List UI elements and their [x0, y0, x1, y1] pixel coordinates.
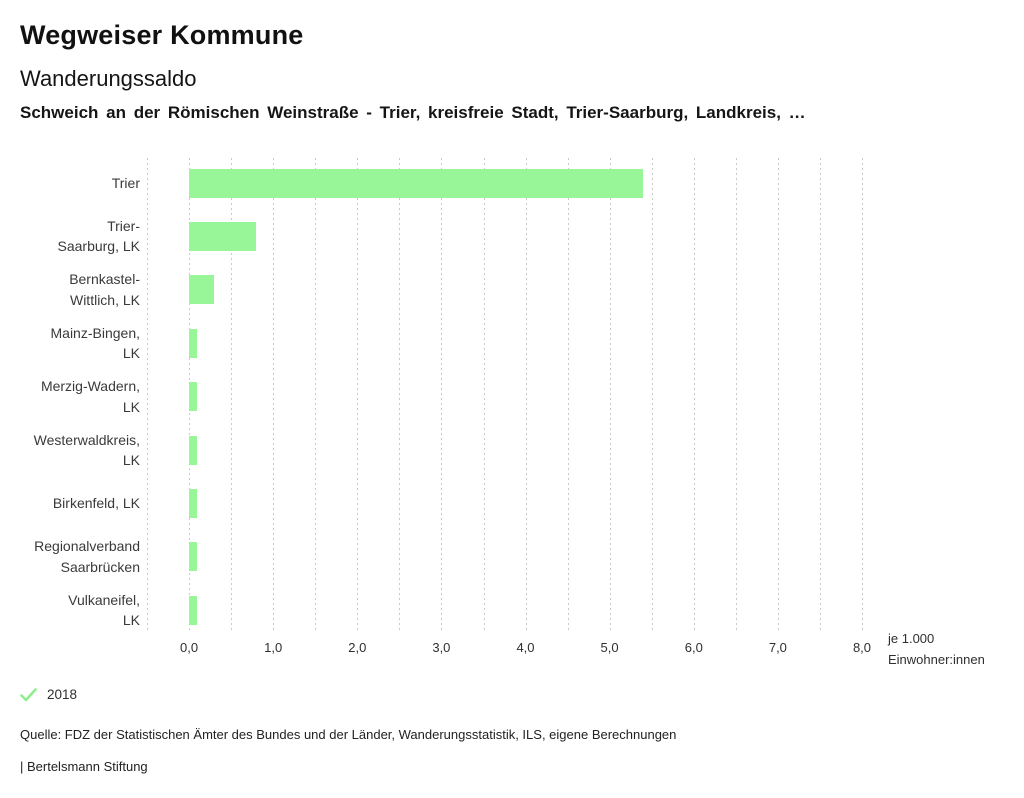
- category-label-merzig-wadern-lk: Merzig-Wadern, LK: [0, 376, 140, 417]
- category-label-line: Saarburg, LK: [57, 238, 141, 255]
- category-label-line: Merzig-Wadern,: [40, 378, 140, 395]
- category-label-line: LK: [122, 452, 140, 468]
- x-tick-label-4-0: 4,0: [516, 640, 535, 655]
- category-label-vulkaneifel-lk: Vulkaneifel, LK: [0, 590, 140, 631]
- category-label-trier-saarburg-lk: Trier- Saarburg, LK: [0, 216, 141, 257]
- category-label-line: Wittlich, LK: [69, 291, 140, 308]
- bar-regionalverband-saarbr-cken[interactable]: [189, 542, 198, 572]
- x-tick-label-2-0: 2,0: [348, 640, 367, 655]
- x-tick-label-6-0: 6,0: [684, 640, 703, 655]
- category-label-line: Trier-: [107, 217, 140, 234]
- bar-birkenfeld-lk[interactable]: [189, 488, 198, 518]
- bar-mainz-bingen-lk[interactable]: [189, 328, 198, 358]
- legend-item-2018[interactable]: 2018: [20, 687, 77, 702]
- gridline: [693, 158, 695, 633]
- category-label-westerwaldkreis-lk: Westerwaldkreis, LK: [0, 430, 140, 471]
- category-label-line: LK: [122, 612, 140, 629]
- x-axis-unit-label: je 1.000 Einwohner:innen: [888, 628, 985, 670]
- x-axis-unit-line1: je 1.000: [888, 631, 935, 646]
- x-axis-unit-line2: Einwohner:innen: [888, 652, 985, 667]
- category-label-line: Regionalverband: [34, 538, 140, 555]
- chart-description: Schweich an der Römischen Weinstraße - T…: [20, 103, 806, 122]
- source-text: Quelle: FDZ der Statistischen Ämter des …: [20, 727, 677, 742]
- category-label-line: Westerwaldkreis,: [33, 431, 140, 448]
- category-label-regionalverband-saarbr-cken: Regionalverband Saarbrücken: [0, 536, 140, 577]
- gridline: [357, 158, 359, 633]
- x-tick-label-8-0: 8,0: [852, 640, 872, 655]
- gridline: [609, 158, 611, 633]
- gridline: [231, 158, 233, 633]
- page-title: Wegweiser Kommune: [20, 20, 304, 50]
- gridline: [819, 158, 821, 633]
- category-label-line: Bernkastel-: [69, 271, 140, 288]
- bar-bernkastel-wittlich-lk[interactable]: [189, 275, 215, 305]
- category-label-birkenfeld-lk: Birkenfeld, LK: [0, 493, 140, 514]
- gridline: [651, 158, 653, 633]
- category-label-line: Saarbrücken: [60, 558, 140, 575]
- x-tick-label-3-0: 3,0: [432, 640, 451, 655]
- gridline: [399, 158, 401, 633]
- category-label-line: LK: [122, 345, 140, 362]
- gridline: [735, 158, 737, 633]
- gridline: [777, 158, 779, 633]
- gridline: [441, 158, 443, 633]
- branding-text: | Bertelsmann Stiftung: [20, 759, 148, 774]
- gridline: [862, 158, 863, 633]
- x-tick-label-5-0: 5,0: [600, 640, 619, 655]
- gridline: [315, 158, 317, 633]
- category-label-bernkastel-wittlich-lk: Bernkastel- Wittlich, LK: [0, 269, 140, 310]
- category-label-line: Trier: [111, 174, 140, 191]
- checkmark-icon: [20, 687, 37, 701]
- x-tick-label-1-0: 1,0: [264, 640, 283, 655]
- category-label-line: LK: [122, 398, 140, 415]
- gridline: [273, 158, 275, 633]
- category-label-line: Mainz-Bingen,: [50, 324, 141, 341]
- gridline: [483, 158, 485, 633]
- bar-westerwaldkreis-lk[interactable]: [189, 435, 198, 465]
- gridline: [567, 158, 569, 633]
- chart-title: Wanderungssaldo: [20, 66, 197, 91]
- category-label-line: Vulkaneifel,: [68, 591, 140, 608]
- category-label-trier: Trier: [0, 173, 140, 194]
- gridline: [525, 158, 527, 633]
- gridline: [147, 158, 148, 633]
- category-label-mainz-bingen-lk: Mainz-Bingen, LK: [0, 323, 141, 364]
- bar-merzig-wadern-lk[interactable]: [189, 382, 198, 412]
- plot-area: [147, 158, 863, 633]
- legend-year-label: 2018: [47, 687, 78, 702]
- x-tick-label-7-0: 7,0: [768, 640, 787, 655]
- category-label-line: Birkenfeld, LK: [52, 495, 140, 512]
- bar-trier[interactable]: [189, 168, 644, 198]
- bar-vulkaneifel-lk[interactable]: [189, 595, 198, 625]
- bar-trier-saarburg-lk[interactable]: [189, 221, 257, 251]
- x-tick-label-0-0: 0,0: [180, 640, 199, 655]
